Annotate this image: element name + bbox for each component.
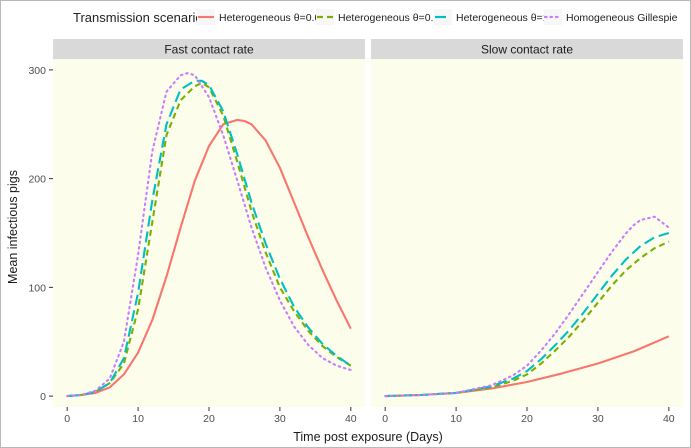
x-tick-label: 30 (274, 413, 286, 425)
x-tick-label: 0 (382, 413, 388, 425)
series-line (67, 118, 352, 398)
facet-title: Slow contact rate (481, 43, 573, 57)
series-line (66, 72, 352, 398)
legend-label: Homogeneous Gillespie (566, 12, 678, 24)
y-tick-label: 200 (28, 174, 46, 186)
y-tick-label: 0 (40, 391, 46, 403)
facet-strip (371, 39, 683, 59)
series-line (385, 240, 670, 398)
x-tick-label: 40 (663, 413, 675, 425)
facet-panel: Slow contact rate 0 10 20 30 40 (371, 39, 683, 425)
x-axis-title: Time post exposure (Days) (293, 430, 443, 444)
legend-label: Heterogeneous θ=0.5 (338, 12, 439, 24)
legend-title: Transmission scenario (73, 10, 203, 25)
x-tick-label: 30 (592, 413, 604, 425)
facet-strip (53, 39, 365, 59)
legend-item: Heterogeneous θ=0.05 (197, 9, 326, 25)
x-tick-label: 0 (64, 413, 70, 425)
legend: Transmission scenario Heterogeneous θ=0.… (73, 9, 678, 25)
panel-background (53, 59, 365, 407)
legend-items: Heterogeneous θ=0.05 Heterogeneous θ=0.5 H… (197, 9, 678, 25)
facet-panel: Fast contact rate 0 10 20 30 40 0 100 200 300 (28, 39, 365, 425)
legend-key-background (316, 9, 334, 25)
legend-label: Heterogeneous θ=1 (456, 12, 549, 24)
facet-title: Fast contact rate (164, 43, 254, 57)
y-axis-title: Mean infectious pigs (6, 170, 20, 284)
x-tick-label: 10 (450, 413, 462, 425)
series-line (67, 81, 352, 398)
legend-label: Heterogeneous θ=0.05 (219, 12, 326, 24)
x-tick-label: 20 (203, 413, 215, 425)
x-tick-label: 20 (521, 413, 533, 425)
legend-item: Heterogeneous θ=1 (434, 9, 549, 25)
panel-background (371, 59, 683, 407)
x-tick-label: 40 (345, 413, 357, 425)
series-line (67, 79, 352, 398)
legend-item: Heterogeneous θ=0.5 (316, 9, 439, 25)
series-line (384, 215, 670, 398)
legend-item: Homogeneous Gillespie (543, 9, 678, 25)
x-tick-label: 10 (132, 413, 144, 425)
y-tick-label: 300 (28, 65, 46, 77)
series-line (385, 335, 670, 398)
y-tick-label: 100 (28, 282, 46, 294)
